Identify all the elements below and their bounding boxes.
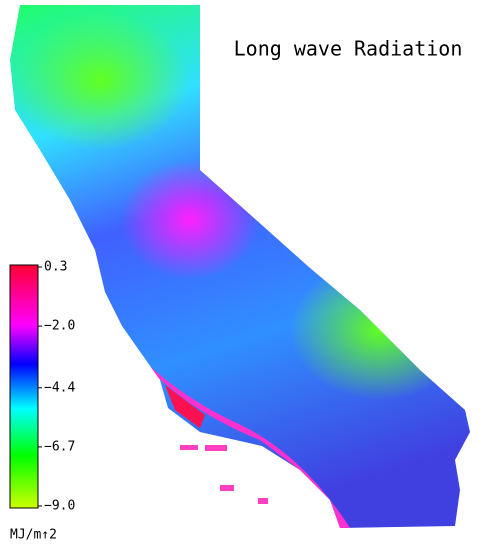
islands (180, 445, 268, 504)
colorbar-tick-label: −9.0 (44, 499, 75, 514)
colorbar-tick-label: 0.3 (44, 260, 67, 275)
colorbar-tick-label: −2.0 (44, 319, 75, 334)
unit-label: MJ/m↑2 (10, 528, 57, 543)
colorbar-tick-label: −4.4 (44, 380, 75, 395)
colorbar-tick-label: −6.7 (44, 439, 75, 454)
colorbar (9, 264, 39, 509)
title: Long wave Radiation (234, 37, 463, 61)
